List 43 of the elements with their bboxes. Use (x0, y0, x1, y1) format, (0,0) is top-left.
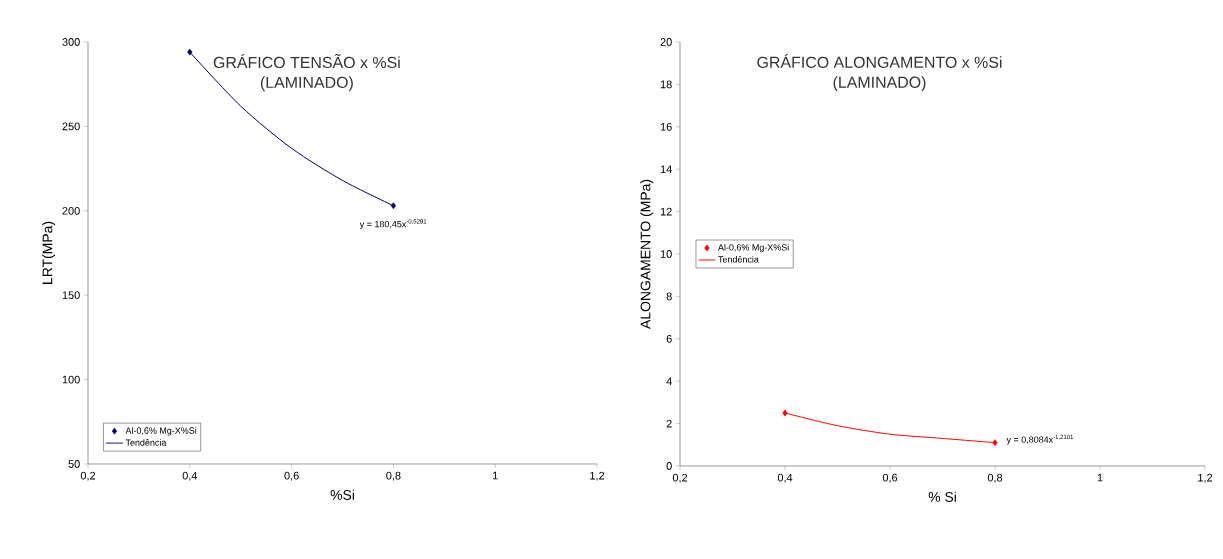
text: (LAMINADO) (833, 76, 926, 92)
x-tick-label: 1 (492, 471, 498, 480)
x-tick-label: 1,2 (590, 471, 605, 481)
x-tick-label: 1,2 (1198, 473, 1213, 483)
legend-label: Al-0,6% Mg-X%Si (125, 427, 197, 436)
x-axis-title: %Si (330, 489, 354, 500)
y-axis-title: LRT(MPa) (42, 221, 56, 284)
text: GRÁFICO ALONGAMENTO x %Si (757, 53, 1002, 68)
x-tick-label: 0,6 (882, 473, 898, 483)
y-tick-label: 200 (62, 206, 80, 215)
x-tick-label: 0,8 (386, 471, 401, 481)
y-tick-label: 10 (660, 250, 672, 258)
x-tick-label: 1 (1097, 473, 1103, 482)
legend-label: Al-0,6% Mg-X%Si (717, 243, 789, 253)
y-tick-label: 50 (68, 460, 80, 468)
legend-label: Tendência (718, 255, 759, 263)
y-tick-label: 250 (62, 122, 80, 131)
y-axis-title: ALONGAMENTO (MPa) (640, 179, 654, 329)
text: (LAMINADO) (260, 76, 353, 92)
x-tick-label: 0,8 (987, 473, 1003, 483)
annotation: y = 180,45x$^{-0,5281}$ (359, 219, 427, 230)
x-tick-label: 0,2 (80, 471, 96, 481)
y-tick-label: 8 (666, 292, 672, 301)
y-tick-label: 14 (660, 165, 672, 173)
legend-label: Tendência (125, 439, 167, 446)
y-tick-label: 300 (62, 38, 80, 46)
annotation: y = 0,8084x$^{-1,2101}$ (1006, 434, 1074, 445)
x-tick-label: 0,4 (182, 471, 198, 481)
x-axis-title: % Si (928, 491, 956, 502)
y-tick-label: 0 (666, 462, 672, 470)
y-tick-label: 100 (62, 375, 80, 384)
text: GRÁFICO TENSÃO x %Si (213, 53, 400, 69)
y-tick-label: 12 (660, 207, 672, 216)
y-tick-label: 20 (660, 38, 672, 46)
y-tick-label: 18 (660, 80, 672, 89)
y-tick-label: 6 (666, 334, 672, 343)
y-tick-label: 150 (62, 291, 80, 300)
y-tick-label: 4 (666, 377, 672, 385)
y-tick-label: 16 (660, 122, 672, 131)
x-tick-label: 0,4 (777, 473, 793, 483)
x-tick-label: 0,6 (284, 471, 299, 481)
x-tick-label: 0,2 (672, 473, 688, 483)
y-tick-label: 2 (666, 419, 672, 428)
